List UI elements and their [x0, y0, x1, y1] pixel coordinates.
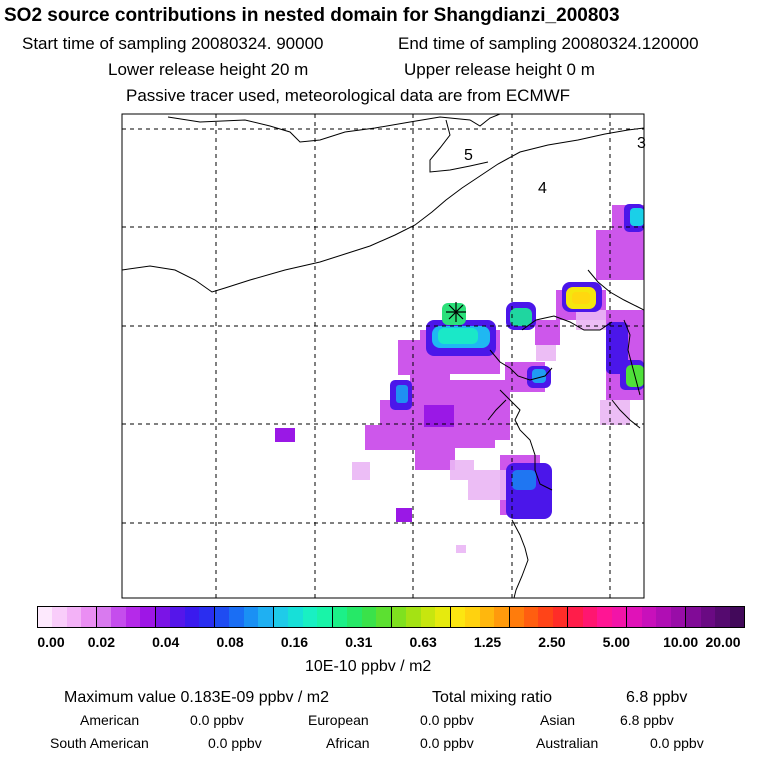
color-scale-cell	[552, 607, 569, 627]
map-frame-bg	[122, 114, 644, 598]
color-scale-cell	[361, 607, 377, 627]
color-scale-cell	[627, 607, 642, 627]
color-scale-tick-label: 0.16	[280, 634, 309, 650]
color-scale-cell	[656, 607, 671, 627]
color-scale-cell	[715, 607, 730, 627]
color-scale-cell	[66, 607, 82, 627]
color-scale-cell	[170, 607, 185, 627]
region-name-african: African	[326, 735, 370, 751]
color-scale-tick-label: 0.31	[345, 634, 373, 650]
color-scale-cell	[96, 607, 112, 627]
region-label-3: 3	[637, 135, 646, 152]
color-scale-cell	[494, 607, 510, 627]
color-scale-cell	[611, 607, 628, 627]
region-value-african: 0.0 ppbv	[420, 735, 474, 751]
color-scale-cell	[582, 607, 598, 627]
color-scale-cell	[700, 607, 716, 627]
region-value-asian: 6.8 ppbv	[620, 712, 674, 728]
color-scale-cell	[332, 607, 348, 627]
region-value-european: 0.0 ppbv	[420, 712, 474, 728]
color-scale-cell	[38, 607, 53, 627]
region-name-american: American	[80, 712, 140, 728]
color-scale-cell	[258, 607, 274, 627]
color-scale-cell	[465, 607, 480, 627]
color-scale-cell	[568, 607, 583, 627]
color-scale-cell	[391, 607, 407, 627]
color-scale-tick-label: 5.00	[602, 634, 630, 650]
color-scale-tick-label: 0.04	[152, 634, 180, 650]
color-scale-cell	[125, 607, 141, 627]
color-scale-cell	[184, 607, 200, 627]
color-scale-tick-label: 0.00	[37, 634, 65, 650]
coastlines-borders	[122, 114, 644, 598]
station-marker	[446, 302, 466, 322]
plume-high	[396, 208, 644, 490]
region-value-south-american: 0.0 ppbv	[208, 735, 262, 751]
color-scale-bar	[37, 606, 745, 628]
map-frame	[121, 113, 645, 599]
color-scale-cell	[288, 607, 303, 627]
color-scale-cell	[199, 607, 215, 627]
color-scale-cell	[81, 607, 97, 627]
color-scale-cell	[273, 607, 289, 627]
color-scale-cell	[420, 607, 436, 627]
color-scale-cell	[302, 607, 318, 627]
color-scale-tick-label: 0.02	[87, 634, 115, 650]
color-scale-cell	[317, 607, 333, 627]
color-scale-cell	[523, 607, 539, 627]
color-scale-tick-label: 1.25	[473, 634, 502, 650]
region-value-american: 0.0 ppbv	[190, 712, 244, 728]
color-scale-cell	[509, 607, 524, 627]
color-scale-tick-label: 2.50	[538, 634, 566, 650]
end-time-label: End time of sampling 20080324.120000	[398, 34, 699, 53]
maximum-value: Maximum value 0.183E-09 ppbv / m2	[64, 689, 330, 706]
region-name-asian: Asian	[540, 712, 576, 728]
color-scale-cell	[347, 607, 362, 627]
color-scale-tick-label: 10.00	[663, 634, 699, 650]
plume-spots	[275, 405, 454, 522]
region-name-european: European	[308, 712, 369, 728]
color-scale-cell	[229, 607, 244, 627]
lat-lon-grid	[122, 114, 644, 598]
tracer-note: Passive tracer used, meteorological data…	[126, 86, 571, 105]
color-scale-cell	[376, 607, 392, 627]
color-scale-cell	[479, 607, 495, 627]
color-scale-cell	[243, 607, 259, 627]
color-scale-cell	[641, 607, 657, 627]
color-scale-cell	[450, 607, 466, 627]
plume-faint	[352, 310, 630, 553]
total-mixing-ratio-value: 6.8 ppbv	[626, 689, 688, 706]
color-scale-cell	[729, 607, 745, 627]
color-scale-cell	[406, 607, 421, 627]
color-scale-cell	[670, 607, 687, 627]
color-scale-cell	[140, 607, 156, 627]
color-scale-cell	[538, 607, 553, 627]
total-mixing-ratio-label: Total mixing ratio	[432, 689, 553, 706]
color-scale-cell	[155, 607, 171, 627]
start-time-label: Start time of sampling 20080324. 90000	[22, 34, 324, 53]
region-name-south-american: South American	[50, 735, 149, 751]
region-name-australian: Australian	[536, 735, 599, 751]
color-scale-tick-label: 20.00	[705, 634, 741, 650]
color-scale-tick-label: 0.63	[409, 634, 437, 650]
color-scale-cell	[52, 607, 67, 627]
region-label-4: 4	[538, 180, 547, 197]
region-label-5: 5	[464, 147, 473, 164]
plot-title: SO2 source contributions in nested domai…	[4, 5, 620, 26]
color-scale-cell	[686, 607, 701, 627]
color-scale-cell	[435, 607, 451, 627]
units-label: 10E-10 ppbv / m2	[305, 658, 432, 675]
lower-release-height: Lower release height 20 m	[108, 60, 309, 79]
color-scale-cell	[111, 607, 126, 627]
upper-release-height: Upper release height 0 m	[404, 60, 595, 79]
color-scale-cell	[597, 607, 612, 627]
color-scale-cell	[214, 607, 230, 627]
color-scale-tick-label: 0.08	[216, 634, 244, 650]
region-value-australian: 0.0 ppbv	[650, 735, 704, 751]
